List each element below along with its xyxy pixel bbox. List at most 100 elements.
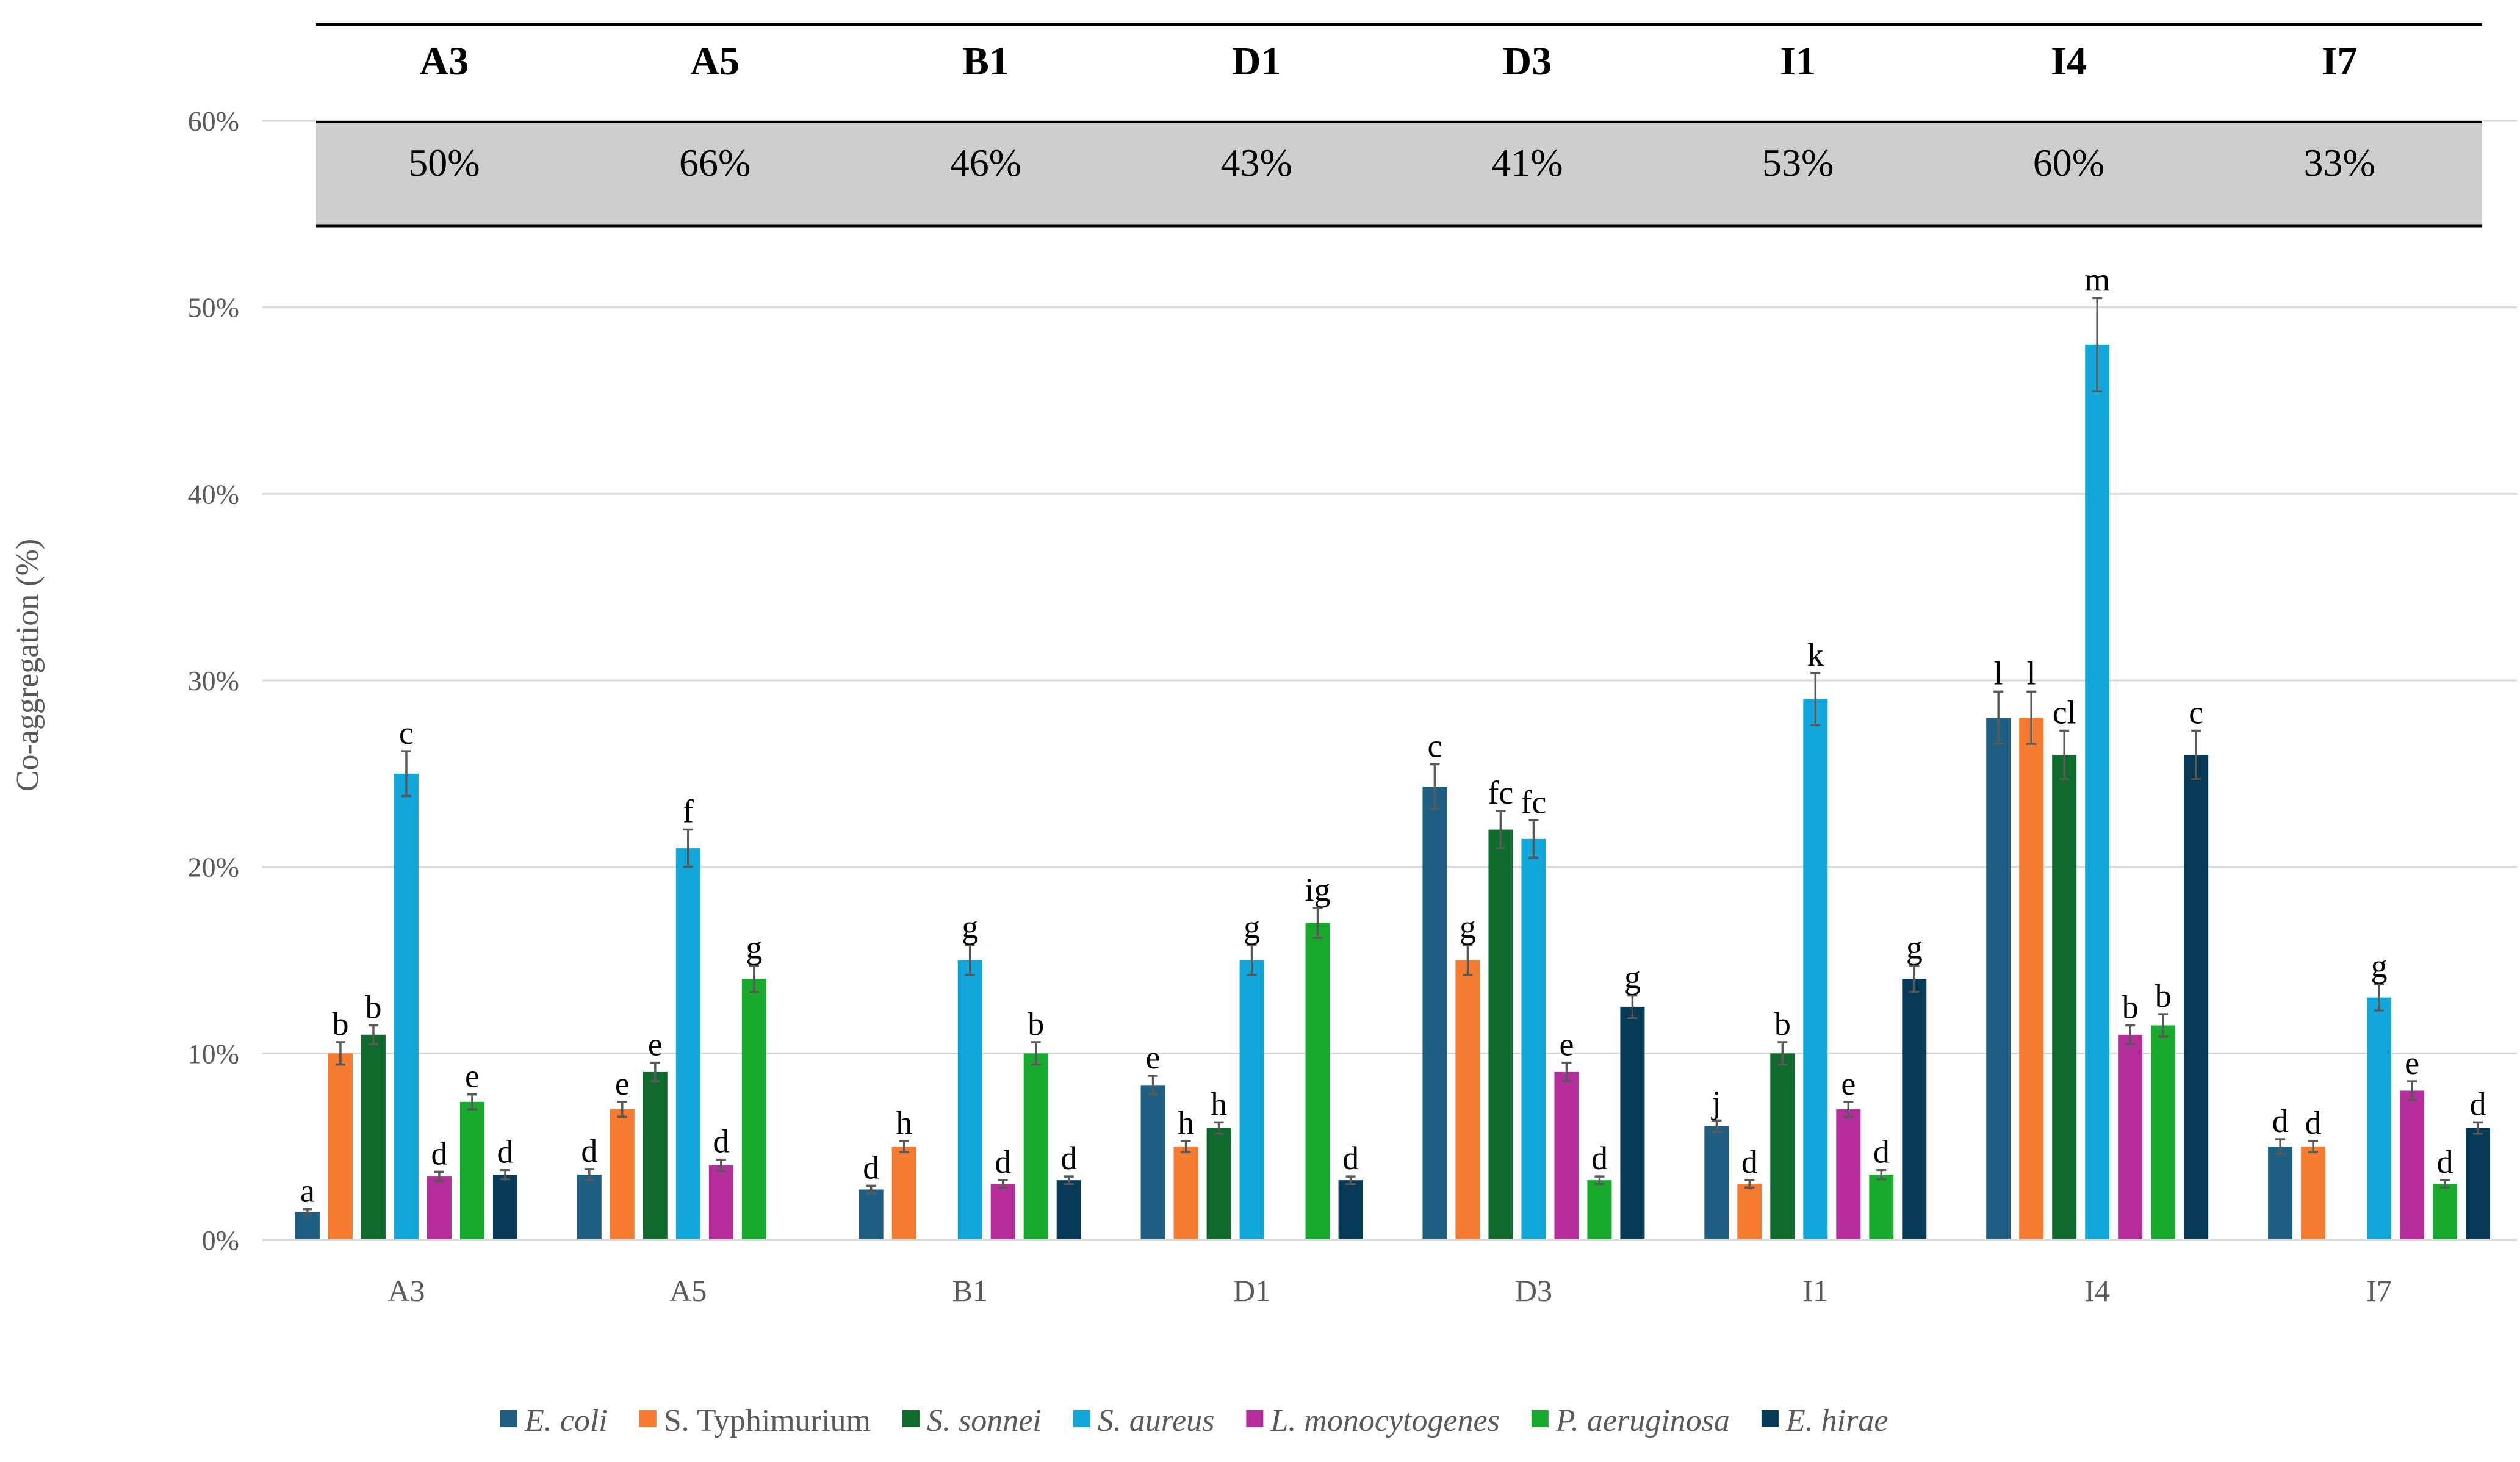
table-strain-header: D1 [1232,39,1281,84]
significance-letter: c [399,715,414,751]
significance-letter: g [1906,929,1923,966]
legend-label: S. sonnei [927,1403,1042,1438]
bar-I7-series-3 [2367,997,2392,1240]
significance-letter: fc [1488,774,1513,811]
legend-label: E. coli [524,1403,608,1438]
bar-B1-series-1 [891,1147,916,1240]
significance-letter: fc [1521,783,1546,820]
bar-B1-series-6 [1056,1180,1081,1240]
gridlines [262,120,2517,1241]
significance-letter: cl [2053,694,2076,731]
legend-label: L. monocytogenes [1270,1403,1499,1438]
legend-label: S. aureus [1098,1403,1215,1438]
table-average-value: 60% [2033,141,2104,184]
table-average-row-background [316,122,2482,226]
bar-A5-series-4 [708,1165,733,1240]
significance-letter: e [1841,1065,1856,1102]
bar-A5-series-1 [610,1109,635,1240]
significance-letter: d [2470,1086,2486,1122]
significance-letter: d [431,1135,447,1172]
table-average-value: 41% [1491,141,1563,184]
bar-A5-series-0 [577,1175,602,1240]
significance-letter: d [2305,1104,2322,1141]
significance-letter: j [1711,1084,1721,1120]
legend-label: P. aeruginosa [1555,1403,1730,1438]
bar-D3-series-2 [1488,829,1513,1240]
significance-letter: d [995,1143,1011,1180]
bar-I7-series-6 [2466,1128,2491,1240]
significance-letter: g [2371,948,2388,984]
header-table: A3 50% A5 66% B1 46% D1 43% D3 41% I1 53% I4 60% I7 33% [316,23,2482,228]
bar-I4-series-3 [2085,344,2110,1240]
bar-I7-series-1 [2301,1147,2326,1240]
bar-I1-series-5 [1869,1175,1894,1240]
significance-letter: b [365,988,381,1025]
significance-letter: g [1460,909,1476,945]
bar-A5-series-2 [643,1071,668,1240]
significance-letter: b [1774,1006,1791,1042]
significance-letter: d [863,1149,879,1186]
significance-letter: d [1342,1140,1359,1176]
table-strain-header: I7 [2322,39,2358,84]
significance-letter: d [581,1133,597,1169]
table-strain-header: B1 [962,39,1009,84]
bar-I1-series-1 [1737,1184,1762,1240]
bar-D1-series-1 [1173,1147,1198,1240]
x-tick-label: I1 [1802,1273,1828,1308]
table-strain-header: D3 [1503,39,1552,84]
bar-A3-series-4 [427,1176,452,1240]
bar-D1-series-0 [1140,1085,1165,1240]
table-average-value: 50% [408,141,480,184]
significance-letter: g [1624,959,1641,996]
bar-I7-series-4 [2400,1090,2425,1240]
table-average-value: 53% [1762,141,1834,184]
significance-letter: e [648,1026,663,1063]
legend-swatch-1 [639,1410,657,1427]
bar-A3-series-0 [295,1212,320,1240]
significance-letter: l [1994,655,2003,691]
bar-A5-series-3 [675,848,700,1240]
bar-I4-series-1 [2019,718,2044,1240]
table-strain-header: A3 [420,39,469,84]
bar-D3-series-0 [1422,787,1447,1240]
bar-I1-series-0 [1704,1126,1729,1240]
table-strain-header: I4 [2051,39,2087,84]
significance-letter: l [2027,655,2036,691]
x-tick-label: A3 [387,1273,425,1308]
x-tick-label: I7 [2366,1273,2392,1308]
bar-B1-series-5 [1023,1053,1048,1240]
significance-letter: c [1427,728,1442,765]
bar-D1-series-6 [1338,1180,1363,1240]
y-axis-label: Co-aggregation (%) [10,539,45,791]
bar-A3-series-2 [361,1034,386,1240]
legend-swatch-3 [1073,1410,1090,1427]
legend-label: S. Typhimurium [664,1403,871,1438]
significance-letter: m [2084,261,2110,298]
bar-B1-series-4 [990,1184,1015,1240]
bar-D1-series-5 [1305,923,1330,1240]
significance-letter: d [1591,1140,1608,1176]
y-tick-label: 50% [188,292,239,323]
bar-I1-series-6 [1902,979,1927,1240]
x-tick-label: I4 [2084,1273,2110,1308]
bar-I7-series-5 [2433,1184,2458,1240]
significance-letter: b [332,1006,348,1042]
legend: E. coli S. Typhimurium S. sonnei S. aureus L… [500,1403,1888,1438]
bar-B1-series-0 [859,1189,884,1240]
table-average-value: 33% [2303,141,2375,184]
axes: 0% 10% 20% 30% 40% 50% 60% Co-aggregation (%) A3… [10,106,2517,1308]
bar-D3-series-6 [1620,1006,1645,1240]
significance-letter: f [683,793,694,830]
significance-letter: b [2122,988,2139,1025]
bar-D1-series-3 [1239,960,1264,1240]
x-tick-label: A5 [669,1273,707,1308]
significance-letter: d [2437,1143,2453,1180]
bar-I1-series-2 [1770,1053,1795,1240]
bar-I4-series-5 [2151,1025,2176,1240]
bar-D1-series-2 [1206,1128,1231,1240]
bar-B1-series-3 [957,960,982,1240]
table-average-value: 43% [1220,141,1292,184]
legend-label: E. hirae [1785,1403,1888,1438]
significance-letter: g [746,929,762,966]
